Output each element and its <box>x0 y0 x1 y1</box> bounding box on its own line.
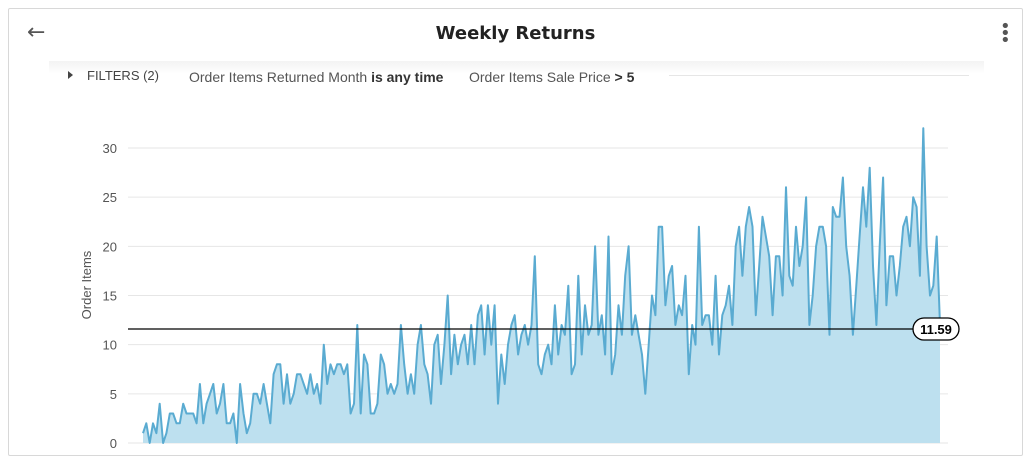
divider <box>669 75 969 76</box>
y-tick-label: 15 <box>103 289 117 304</box>
arrow-left-icon[interactable]: ← <box>27 20 46 45</box>
caret-right-icon[interactable] <box>68 71 73 79</box>
y-tick-label: 0 <box>110 436 117 451</box>
y-tick-label: 20 <box>103 239 117 254</box>
filter-field: Order Items Returned Month <box>189 69 368 85</box>
filter-bar: FILTERS (2) Order Items Returned Month i… <box>49 61 984 93</box>
header: ← Weekly Returns • • • <box>9 9 1022 61</box>
filter-condition: > 5 <box>614 69 635 85</box>
y-tick-label: 30 <box>103 141 117 156</box>
filter-condition: is any time <box>371 69 444 85</box>
filter-field: Order Items Sale Price <box>469 69 611 85</box>
y-tick-label: 10 <box>103 338 117 353</box>
reference-label-pill <box>912 317 960 341</box>
filters-toggle[interactable]: FILTERS (2) <box>87 68 159 83</box>
kebab-menu-icon[interactable]: • • • <box>1000 16 1011 51</box>
y-axis-label: Order Items <box>79 250 94 319</box>
filter-returned-month[interactable]: Order Items Returned Month is any time <box>189 69 443 85</box>
reference-label: 11.59 <box>920 322 952 337</box>
y-tick-label: 25 <box>103 190 117 205</box>
page-title: Weekly Returns <box>435 23 596 44</box>
y-tick-label: 5 <box>110 387 117 402</box>
area-fill <box>143 128 940 444</box>
filter-sale-price[interactable]: Order Items Sale Price > 5 <box>469 69 634 85</box>
